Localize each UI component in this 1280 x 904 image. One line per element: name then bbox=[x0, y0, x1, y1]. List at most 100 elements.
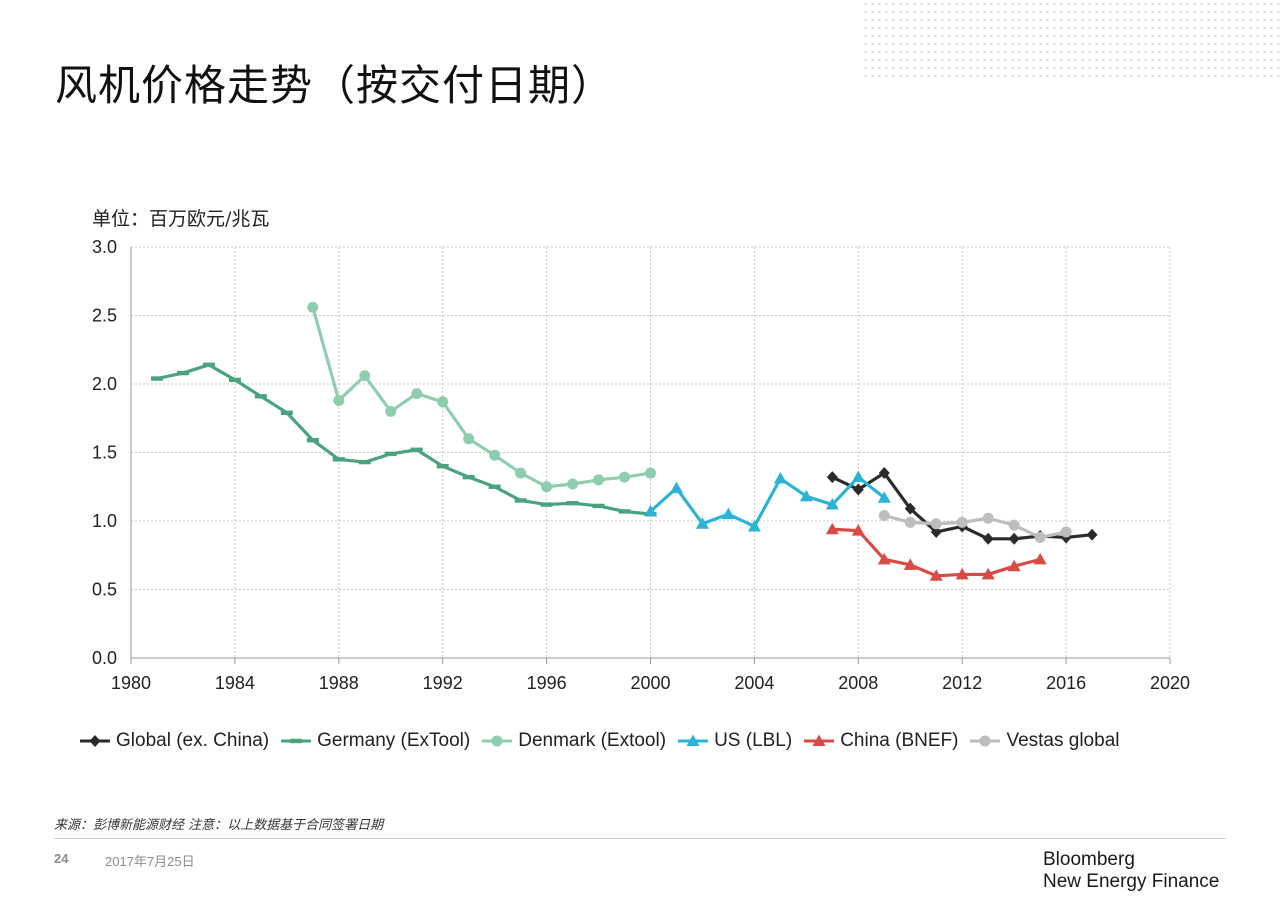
data-point bbox=[721, 507, 735, 520]
data-point bbox=[695, 517, 709, 529]
data-point bbox=[307, 301, 319, 313]
data-point bbox=[202, 362, 215, 368]
legend-label: Global (ex. China) bbox=[116, 730, 270, 751]
series-line bbox=[155, 363, 653, 516]
data-point bbox=[358, 459, 371, 465]
series-line bbox=[648, 475, 886, 529]
data-point bbox=[515, 467, 527, 479]
data-point bbox=[306, 437, 319, 443]
data-point bbox=[747, 519, 761, 532]
legend-item: Global (ex. China) bbox=[78, 730, 269, 752]
data-point bbox=[799, 489, 813, 502]
page-number: 24 bbox=[54, 851, 69, 866]
source-note: 来源：彭博新能源财经 注意：以上数据基于合同签署日期 bbox=[54, 818, 384, 833]
chart-legend: Global (ex. China) Germany (ExTool) Denmar… bbox=[78, 726, 1129, 756]
data-point bbox=[280, 410, 293, 415]
data-point bbox=[150, 376, 163, 381]
data-point bbox=[385, 405, 397, 417]
data-point bbox=[540, 502, 553, 507]
series-denmark-extool bbox=[307, 301, 656, 493]
data-point bbox=[955, 567, 969, 580]
data-point bbox=[930, 525, 942, 538]
x-tick-label: 2012 bbox=[942, 673, 982, 693]
axes: 0.0 0.5 1.0 1.5 2.0 2.5 3.0 1980 1984 1988 1992 199… bbox=[92, 237, 1190, 693]
x-tick-label: 1992 bbox=[423, 673, 463, 693]
data-point bbox=[929, 569, 943, 581]
data-point bbox=[514, 498, 527, 503]
data-point bbox=[567, 478, 579, 490]
data-point bbox=[566, 500, 579, 506]
legend-label: US (LBL) bbox=[714, 730, 793, 751]
data-point bbox=[332, 457, 345, 462]
legend-swatch bbox=[281, 738, 312, 744]
decorative-dot-grid bbox=[862, 0, 1280, 80]
data-point bbox=[410, 447, 423, 452]
data-point bbox=[826, 471, 838, 484]
data-point bbox=[436, 464, 449, 469]
data-point bbox=[359, 370, 371, 382]
data-point bbox=[619, 471, 631, 483]
legend-label: Vestas global bbox=[1006, 730, 1120, 751]
footer-date: 2017年7月25日 bbox=[105, 854, 195, 869]
data-point bbox=[437, 396, 449, 408]
data-point bbox=[489, 449, 501, 461]
data-point bbox=[903, 558, 917, 570]
legend-item: Vestas global bbox=[968, 730, 1119, 752]
legend-swatch bbox=[804, 734, 835, 746]
data-point bbox=[228, 377, 241, 383]
data-point bbox=[825, 498, 839, 510]
data-point bbox=[1060, 526, 1072, 538]
data-point bbox=[645, 467, 656, 479]
data-point bbox=[462, 474, 475, 480]
grid bbox=[131, 246, 1171, 658]
x-tick-label: 2020 bbox=[1150, 673, 1190, 693]
data-point bbox=[877, 552, 891, 565]
brand-line-1: Bloomberg bbox=[1043, 849, 1135, 870]
data-point bbox=[254, 394, 267, 399]
legend-item: US (LBL) bbox=[676, 730, 792, 752]
legend-item: China (BNEF) bbox=[802, 730, 958, 752]
footer-divider bbox=[54, 838, 1226, 839]
brand-line-2: New Energy Finance bbox=[1043, 871, 1220, 892]
y-tick-label: 2.0 bbox=[92, 374, 117, 394]
data-point bbox=[1008, 519, 1020, 531]
legend-item: Denmark (Extool) bbox=[480, 730, 666, 752]
data-point bbox=[593, 474, 605, 486]
series-us-lbl bbox=[644, 470, 891, 532]
data-point bbox=[851, 524, 865, 536]
series-germany-extool bbox=[150, 362, 657, 517]
data-point bbox=[463, 433, 475, 445]
data-point bbox=[1086, 528, 1098, 541]
y-tick-label: 2.5 bbox=[92, 306, 117, 326]
data-point bbox=[176, 370, 189, 376]
data-point bbox=[644, 504, 657, 517]
y-tick-label: 3.0 bbox=[92, 237, 117, 257]
x-tick-label: 1996 bbox=[527, 673, 567, 693]
y-tick-label: 0.0 bbox=[92, 648, 117, 668]
series-line bbox=[311, 305, 653, 489]
x-tick-label: 2008 bbox=[838, 673, 878, 693]
data-point bbox=[1007, 559, 1021, 572]
data-point bbox=[878, 510, 890, 522]
legend-swatch-marker bbox=[686, 734, 700, 746]
legend-swatch-marker bbox=[979, 735, 991, 747]
data-point bbox=[592, 503, 605, 509]
legend-swatch-marker bbox=[290, 738, 303, 744]
legend-label: Denmark (Extool) bbox=[518, 730, 667, 751]
y-tick-label: 1.5 bbox=[92, 443, 117, 463]
legend-label: China (BNEF) bbox=[840, 730, 959, 751]
data-point bbox=[1008, 532, 1020, 545]
legend-swatch-marker bbox=[89, 735, 101, 747]
legend-swatch-marker bbox=[491, 735, 503, 747]
data-point bbox=[956, 516, 968, 528]
x-tick-label: 2004 bbox=[734, 673, 774, 693]
data-point bbox=[541, 481, 553, 493]
x-tick-label: 1988 bbox=[319, 673, 359, 693]
data-point bbox=[488, 484, 501, 489]
data-point bbox=[982, 532, 994, 545]
data-point bbox=[333, 394, 345, 406]
data-point bbox=[1033, 552, 1047, 565]
x-tick-label: 1980 bbox=[111, 673, 151, 693]
data-point bbox=[384, 451, 397, 457]
data-point bbox=[930, 518, 942, 530]
